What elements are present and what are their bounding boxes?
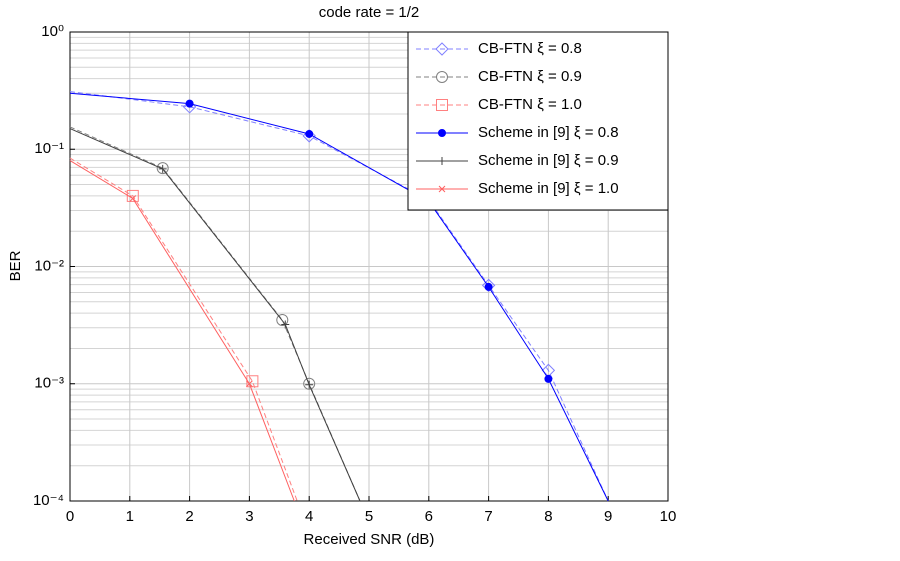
series-line <box>69 126 361 502</box>
x-tick-label: 3 <box>245 508 253 525</box>
marker <box>302 129 316 143</box>
marker <box>544 374 553 383</box>
series-line <box>69 157 298 502</box>
x-tick-label: 8 <box>544 508 552 525</box>
x-axis-label: Received SNR (dB) <box>304 531 435 548</box>
y-tick-label: 10⁰ <box>41 23 64 40</box>
legend-marker <box>438 157 446 165</box>
series-line <box>69 160 295 502</box>
legend-label: CB-FTN ξ = 0.9 <box>478 68 582 85</box>
marker <box>129 195 137 202</box>
x-tick-label: 0 <box>66 508 74 525</box>
marker <box>246 380 253 388</box>
legend-marker <box>436 71 448 83</box>
y-tick-label: 10⁻¹ <box>34 140 64 157</box>
x-tick-label: 2 <box>185 508 193 525</box>
x-tick-label: 5 <box>365 508 373 525</box>
marker <box>484 282 493 291</box>
marker <box>305 129 314 138</box>
legend-box <box>407 31 669 211</box>
legend-label: Scheme in [9] ξ = 1.0 <box>478 180 619 197</box>
legend-marker <box>438 129 446 137</box>
y-tick-label: 10⁻³ <box>34 375 64 392</box>
legend-label: CB-FTN ξ = 1.0 <box>478 96 582 113</box>
x-tick-label: 10 <box>660 508 677 525</box>
x-tick-label: 6 <box>425 508 433 525</box>
x-tick-label: 9 <box>604 508 612 525</box>
marker <box>126 189 139 202</box>
x-tick-label: 4 <box>305 508 313 525</box>
legend-label: Scheme in [9] ξ = 0.9 <box>478 152 619 169</box>
y-axis-label: BER <box>7 250 24 281</box>
chart-title: code rate = 1/2 <box>319 4 420 21</box>
x-tick-label: 7 <box>484 508 492 525</box>
y-tick-label: 10⁻⁴ <box>33 492 64 509</box>
legend-marker <box>436 99 448 111</box>
plot-frame <box>69 31 669 502</box>
legend-marker <box>438 185 446 193</box>
marker <box>185 99 194 108</box>
legend-label: Scheme in [9] ξ = 0.8 <box>478 124 619 141</box>
legend-label: CB-FTN ξ = 0.8 <box>478 40 582 57</box>
y-tick-label: 10⁻² <box>34 257 64 274</box>
marker <box>281 320 290 329</box>
legend-marker <box>435 42 449 56</box>
marker <box>276 313 289 326</box>
marker <box>481 278 496 293</box>
x-tick-label: 1 <box>126 508 134 525</box>
marker <box>156 162 169 175</box>
marker <box>305 380 314 389</box>
marker <box>158 164 167 173</box>
marker <box>303 377 316 390</box>
